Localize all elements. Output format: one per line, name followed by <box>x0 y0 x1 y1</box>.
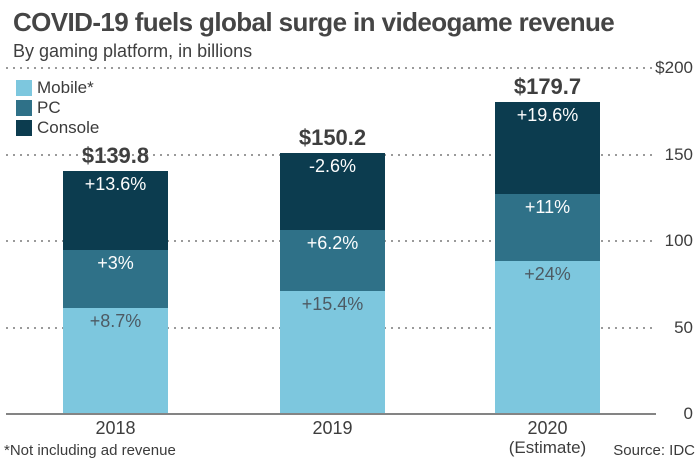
legend-swatch-icon <box>16 80 32 96</box>
segment-pct-label: +13.6% <box>84 174 147 195</box>
x-axis-label-2019: 2019 <box>253 418 413 438</box>
legend-swatch-icon <box>16 120 32 136</box>
x-axis-line <box>6 413 656 415</box>
bar-total-label-2020: $179.7 <box>513 74 582 100</box>
bar-segment-pc-2019: +6.2% <box>280 230 385 291</box>
x-axis-sublabel: (Estimate) <box>508 438 587 457</box>
bar-total-label-2019: $150.2 <box>298 125 367 151</box>
bar-segment-pc-2018: +3% <box>63 250 168 308</box>
page-subtitle: By gaming platform, in billions <box>13 41 253 61</box>
y-tick-label: 150 <box>664 144 693 164</box>
x-axis-label-year: 2020 <box>527 418 568 438</box>
source-note: Source: IDC <box>613 442 695 459</box>
segment-pct-label: +19.6% <box>516 105 579 126</box>
legend: Mobile* PC Console <box>16 78 99 138</box>
segment-pct-label: +15.4% <box>301 293 364 314</box>
y-tick-label: 0 <box>683 404 693 423</box>
gridline <box>6 67 656 69</box>
bar-segment-mobile-2018: +8.7% <box>63 307 168 413</box>
legend-item-mobile: Mobile* <box>16 78 99 98</box>
x-axis-label-2018: 2018 <box>36 418 196 438</box>
bar-segment-mobile-2019: +15.4% <box>280 290 385 413</box>
legend-swatch-icon <box>16 100 32 116</box>
bar-segment-console-2019: -2.6% <box>280 153 385 231</box>
legend-item-console: Console <box>16 118 99 138</box>
segment-pct-label: +6.2% <box>306 233 359 254</box>
x-axis-label-2020: 2020 (Estimate) <box>468 418 628 458</box>
y-tick-label: $200 <box>655 58 693 77</box>
legend-item-pc: PC <box>16 98 99 118</box>
segment-pct-label: +8.7% <box>89 310 142 331</box>
y-tick-label: 50 <box>674 317 693 337</box>
y-tick-label: 100 <box>664 231 693 250</box>
page-title: COVID-19 fuels global surge in videogame… <box>13 7 615 37</box>
bar-segment-pc-2020: +11% <box>495 193 600 262</box>
segment-pct-label: +3% <box>97 253 134 274</box>
x-axis-label-year: 2019 <box>312 418 353 438</box>
bar-segment-console-2018: +13.6% <box>63 171 168 251</box>
footnote: *Not including ad revenue <box>4 442 176 459</box>
legend-label: Mobile* <box>37 78 94 97</box>
bar-total-label-2018: $139.8 <box>81 143 150 169</box>
bar-segment-console-2020: +19.6% <box>495 102 600 194</box>
segment-pct-label: +11% <box>524 196 571 217</box>
legend-label: Console <box>37 118 100 137</box>
segment-pct-label: -2.6% <box>308 156 357 177</box>
bar-segment-mobile-2020: +24% <box>495 261 600 413</box>
legend-label: PC <box>37 98 61 117</box>
segment-pct-label: +24% <box>524 264 571 285</box>
x-axis-label-year: 2018 <box>95 418 136 438</box>
